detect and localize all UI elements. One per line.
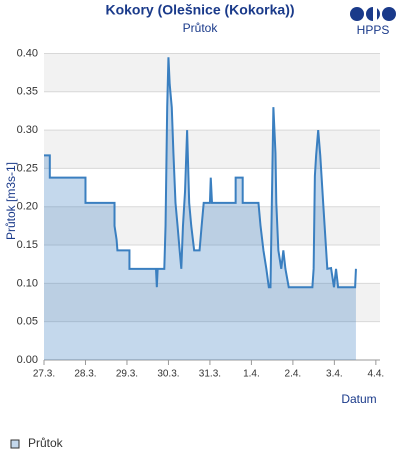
chart-title: Kokory (Olešnice (Kokorka)) bbox=[105, 2, 294, 18]
x-tick-label: 27.3. bbox=[33, 369, 55, 380]
x-tick-label: 3.4. bbox=[326, 369, 343, 380]
y-tick-label: 0.35 bbox=[17, 86, 38, 98]
y-tick-label: 0.10 bbox=[17, 277, 38, 289]
x-tick-label: 31.3. bbox=[199, 369, 221, 380]
x-tick-label: 28.3. bbox=[74, 369, 96, 380]
x-tick-label: 4.4. bbox=[368, 369, 385, 380]
y-tick-label: 0.25 bbox=[17, 162, 38, 174]
y-axis-title: Průtok [m3s-1] bbox=[4, 162, 18, 240]
plot-band bbox=[44, 283, 380, 322]
y-tick-label: 0.40 bbox=[17, 47, 38, 59]
x-tick-label: 29.3. bbox=[116, 369, 138, 380]
area bbox=[44, 57, 356, 360]
x-tick-label: 30.3. bbox=[157, 369, 179, 380]
plot-band bbox=[44, 130, 380, 169]
y-tick-label: 0.00 bbox=[17, 354, 38, 366]
plot-band bbox=[44, 53, 380, 92]
x-tick-label: 2.4. bbox=[285, 369, 302, 380]
x-tick-label: 1.4. bbox=[243, 369, 260, 380]
y-tick-label: 0.15 bbox=[17, 239, 38, 251]
x-axis-title: Datum bbox=[341, 392, 376, 406]
y-tick-label: 0.20 bbox=[17, 201, 38, 213]
legend-swatch bbox=[10, 439, 20, 449]
chart-subtitle: Průtok bbox=[183, 21, 219, 35]
y-tick-label: 0.30 bbox=[17, 124, 38, 136]
y-tick-label: 0.05 bbox=[17, 316, 38, 328]
legend-label: Průtok bbox=[28, 436, 64, 450]
line bbox=[44, 57, 357, 289]
logo-text: HPPS bbox=[357, 23, 390, 37]
logo bbox=[350, 6, 396, 22]
